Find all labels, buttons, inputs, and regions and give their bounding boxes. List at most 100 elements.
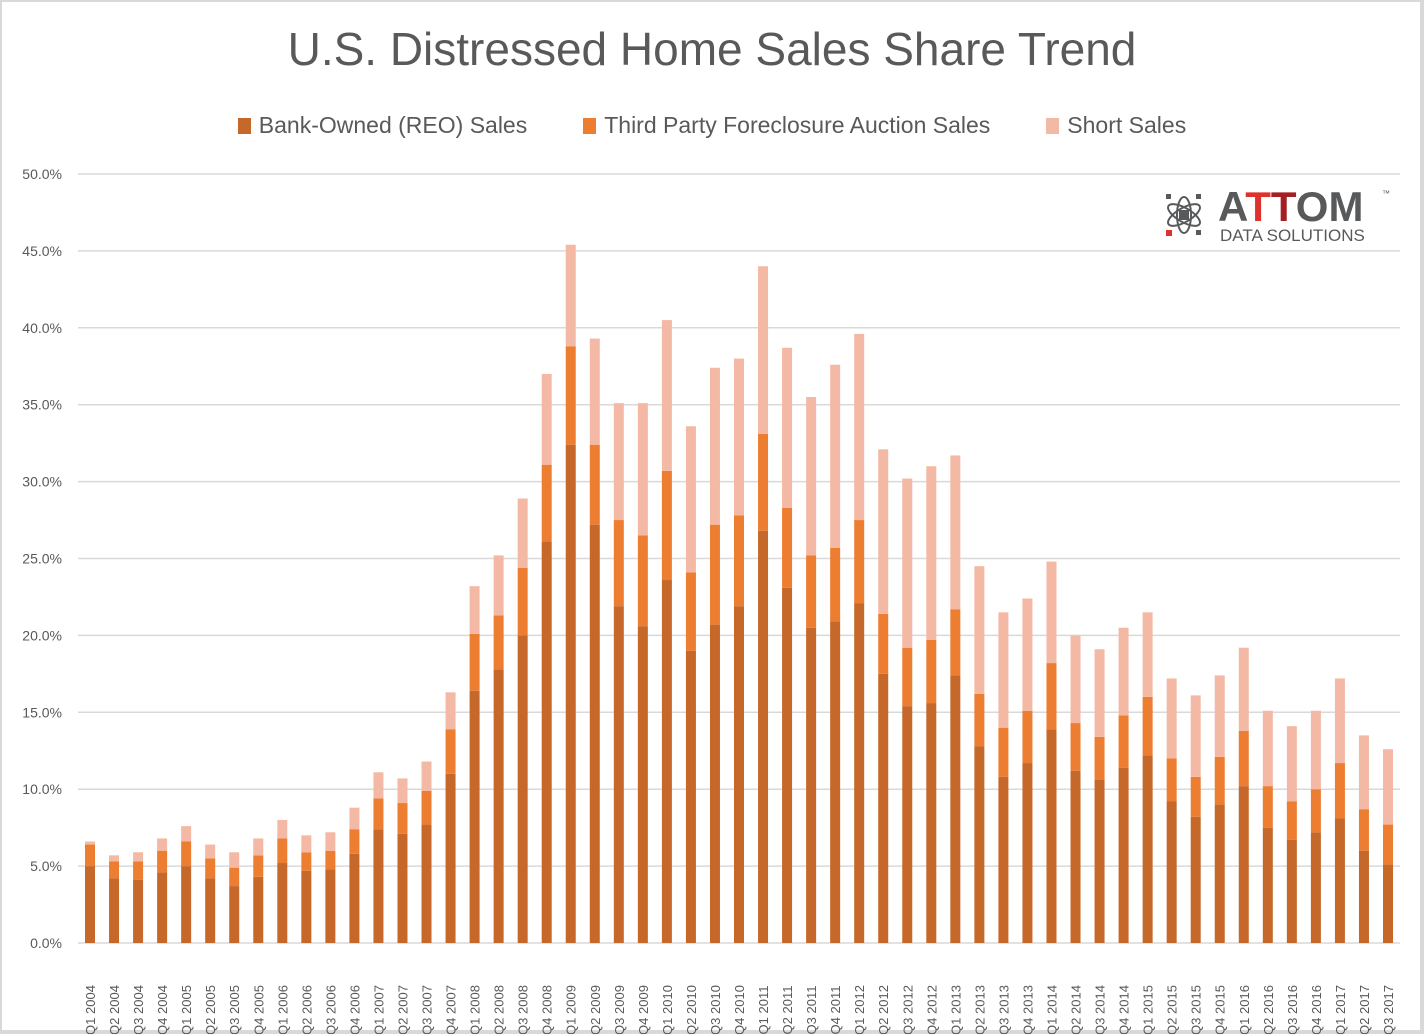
bar-auction [1118, 715, 1129, 768]
bar-stack [277, 819, 288, 943]
bar-short-sales [1094, 649, 1105, 737]
bar-auction [661, 470, 672, 581]
bar-reo [926, 703, 937, 943]
bar-auction [782, 507, 793, 588]
x-tick-label: Q4 2008 [540, 985, 555, 1034]
bar-reo [1046, 729, 1057, 943]
x-tick-label: Q4 2004 [155, 985, 170, 1034]
attom-logo-mark: ATTOM ™ DATA SOLUTIONS [1166, 183, 1390, 245]
bar-reo [253, 876, 264, 943]
x-tick-label: Q3 2008 [516, 985, 531, 1034]
bar-stack [517, 498, 528, 943]
bar-auction [229, 867, 240, 887]
x-tick-label: Q1 2007 [371, 985, 386, 1034]
bar-stack [1022, 598, 1033, 943]
x-tick-label: Q3 2011 [804, 986, 819, 1034]
bar-short-sales [133, 852, 144, 862]
bar-reo [589, 524, 600, 943]
bar-reo [133, 879, 144, 943]
bar-auction [709, 524, 720, 625]
x-tick-label: Q4 2010 [732, 985, 747, 1034]
x-tick-label: Q4 2016 [1309, 985, 1324, 1034]
bar-stack [758, 266, 769, 943]
bar-reo [1118, 767, 1129, 943]
x-tick-label: Q1 2017 [1333, 985, 1348, 1034]
bar-short-sales [1358, 735, 1369, 810]
bar-stack [902, 478, 913, 943]
bar-short-sales [397, 778, 408, 804]
bar-short-sales [589, 338, 600, 445]
bar-short-sales [1383, 749, 1393, 825]
y-tick-label: 50.0% [22, 166, 62, 182]
legend-item-short: Short Sales [1046, 112, 1186, 139]
bar-auction [1286, 801, 1297, 840]
x-tick-label: Q2 2012 [876, 985, 891, 1034]
bar-short-sales [157, 838, 168, 851]
bar-auction [1383, 824, 1393, 865]
bar-reo [998, 776, 1009, 943]
bar-auction [878, 613, 889, 674]
bar-reo [325, 869, 336, 943]
bar-auction [1022, 710, 1033, 764]
bar-short-sales [277, 819, 288, 839]
bar-auction [397, 803, 408, 834]
legend-swatch-auction [583, 117, 597, 134]
bar-reo [445, 773, 456, 943]
bar-short-sales [974, 566, 985, 694]
x-tick-label: Q2 2007 [395, 985, 410, 1034]
bar-auction [205, 858, 216, 879]
bar-short-sales [181, 826, 192, 842]
bar-reo [637, 626, 648, 943]
x-tick-label: Q3 2016 [1285, 985, 1300, 1034]
bar-short-sales [325, 832, 336, 851]
legend-swatch-reo [237, 117, 251, 134]
legend-item-auction: Third Party Foreclosure Auction Sales [583, 112, 990, 139]
bar-reo [854, 603, 865, 943]
bar-short-sales [998, 612, 1009, 728]
attom-logo: ATTOM ™ DATA SOLUTIONS [1162, 183, 1392, 246]
bar-stack [950, 455, 961, 943]
bar-stack [589, 338, 600, 943]
bar-short-sales [734, 358, 744, 516]
bar-auction [1142, 696, 1153, 756]
bar-stack [85, 841, 95, 943]
x-tick-label: Q2 2008 [492, 985, 507, 1034]
x-tick-label: Q4 2007 [444, 985, 459, 1034]
x-tick-label: Q1 2010 [660, 985, 675, 1034]
x-tick-label: Q2 2009 [588, 985, 603, 1034]
bar-reo [157, 872, 168, 943]
bar-auction [1358, 809, 1369, 851]
bar-stack [1358, 735, 1369, 943]
bar-stack [1046, 561, 1057, 943]
bar-auction [109, 861, 120, 879]
y-tick-label: 35.0% [22, 397, 62, 413]
bar-short-sales [1046, 561, 1057, 664]
bar-short-sales [349, 807, 360, 830]
bar-short-sales [1142, 612, 1153, 697]
bar-short-sales [1310, 710, 1321, 790]
bar-short-sales [830, 364, 841, 548]
bar-reo [541, 541, 552, 943]
bar-auction [974, 693, 985, 747]
bar-stack [830, 364, 841, 943]
x-tick-label: Q4 2015 [1213, 985, 1228, 1034]
bar-auction [421, 790, 432, 825]
y-tick-label: 40.0% [22, 320, 62, 336]
y-tick-label: 10.0% [22, 781, 62, 797]
bar-short-sales [517, 498, 528, 568]
bar-stack [109, 855, 120, 943]
bar-auction [1070, 723, 1081, 771]
bar-reo [85, 866, 95, 943]
legend-label-auction: Third Party Foreclosure Auction Sales [604, 112, 991, 138]
logo-trademark: ™ [1382, 189, 1390, 198]
bar-short-sales [253, 838, 264, 856]
x-tick-label: Q4 2014 [1117, 985, 1132, 1034]
bar-auction [589, 444, 600, 525]
x-tick-label: Q1 2005 [179, 985, 194, 1034]
legend-swatch-short [1046, 117, 1060, 134]
bar-reo [277, 863, 288, 943]
bar-auction [469, 633, 480, 691]
bar-reo [1142, 755, 1153, 943]
bar-stack [1238, 647, 1249, 943]
x-tick-label: Q4 2005 [251, 985, 266, 1034]
